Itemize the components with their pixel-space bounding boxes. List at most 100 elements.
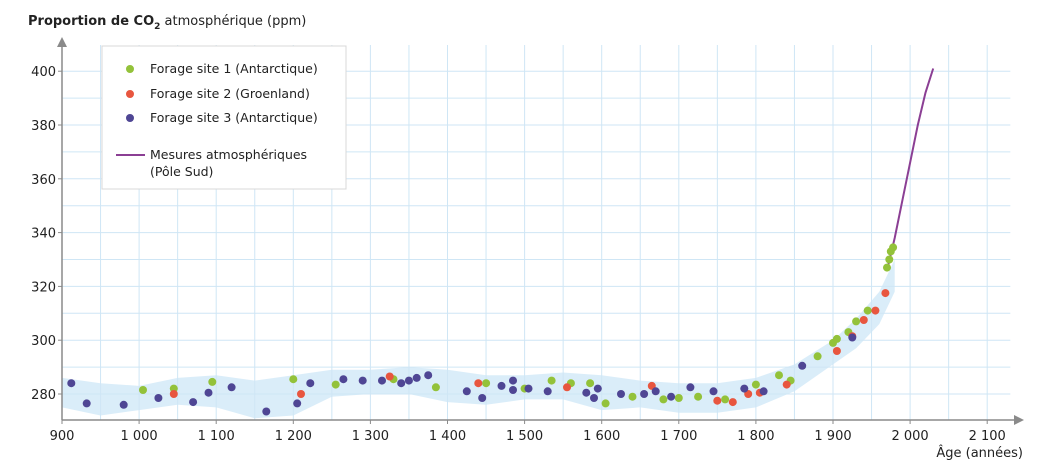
point-site3 <box>582 388 591 397</box>
point-site2 <box>871 306 880 315</box>
axes <box>57 37 1024 425</box>
point-site3 <box>358 376 367 385</box>
point-site1 <box>674 394 683 402</box>
point-site1 <box>694 392 703 401</box>
point-site1 <box>863 306 872 315</box>
x-tick-label: 1 400 <box>429 429 466 444</box>
legend-label-line-1: Mesures atmosphériques <box>150 147 307 162</box>
point-site3 <box>740 384 749 393</box>
point-site3 <box>497 381 506 390</box>
y-tick-label: 360 <box>31 173 56 188</box>
data-points <box>67 243 898 416</box>
tick-labels: 900 1 000 1 100 1 200 1 300 1 400 1 500 1 600 1 … <box>31 65 1006 444</box>
point-site3 <box>154 394 163 402</box>
x-tick-label: 1 500 <box>506 429 543 444</box>
uncertainty-band-shape <box>62 259 895 419</box>
point-site3 <box>509 386 517 394</box>
legend: Forage site 1 (Antarctique) Forage site … <box>101 45 347 190</box>
legend-label-site2: Forage site 2 (Groenland) <box>150 86 310 101</box>
point-site3 <box>412 373 421 382</box>
point-site2 <box>881 289 890 298</box>
legend-marker-site1 <box>126 65 134 73</box>
point-site1 <box>547 376 556 385</box>
point-site3 <box>397 379 406 388</box>
point-site1 <box>139 386 147 394</box>
point-site2 <box>832 347 841 355</box>
point-site3 <box>189 398 198 407</box>
y-tick-label: 400 <box>31 65 56 80</box>
x-axis-arrow <box>1014 415 1024 425</box>
x-tick-label: 1 100 <box>198 429 235 444</box>
point-site3 <box>378 376 386 385</box>
y-axis-arrow <box>57 37 67 47</box>
point-site3 <box>590 394 598 402</box>
point-site3 <box>709 387 718 396</box>
point-site1 <box>482 379 491 388</box>
uncertainty-band <box>62 259 895 419</box>
point-site2 <box>474 379 483 388</box>
x-tick-label: 1 700 <box>660 429 697 444</box>
point-site1 <box>601 399 610 408</box>
point-site1 <box>775 371 783 380</box>
point-site3 <box>617 390 625 398</box>
atmospheric-measurement-line <box>886 68 935 271</box>
point-site3 <box>67 379 76 388</box>
point-site1 <box>721 395 730 404</box>
point-site3 <box>404 376 413 385</box>
point-site2 <box>728 398 737 407</box>
point-site3 <box>759 387 768 396</box>
point-site2 <box>859 316 868 324</box>
point-site3 <box>543 387 552 396</box>
y-tick-label: 280 <box>31 388 56 403</box>
y-tick-label: 340 <box>31 227 56 242</box>
x-tick-label: 1 300 <box>352 429 389 444</box>
point-site3 <box>524 384 533 393</box>
point-site3 <box>227 383 236 392</box>
point-site1 <box>289 375 298 384</box>
point-site1 <box>751 380 760 389</box>
y-tick-label: 320 <box>31 280 56 295</box>
point-site1 <box>659 395 668 404</box>
point-site1 <box>832 334 841 343</box>
x-tick-label: 1 600 <box>583 429 620 444</box>
legend-label-site1: Forage site 1 (Antarctique) <box>150 61 318 76</box>
grid <box>61 45 1011 420</box>
legend-box <box>101 45 347 190</box>
point-site1 <box>813 352 822 361</box>
point-site3 <box>651 387 660 396</box>
y-tick-label: 380 <box>31 119 56 134</box>
legend-label-site3: Forage site 3 (Antarctique) <box>150 110 318 125</box>
point-site3 <box>306 379 315 388</box>
atmospheric-line <box>886 68 935 271</box>
point-site2 <box>385 372 394 381</box>
y-axis-title: Proportion de CO2 atmosphérique (ppm) <box>28 14 306 32</box>
x-tick-label: 2 100 <box>969 429 1006 444</box>
point-site2 <box>713 396 722 405</box>
point-site3 <box>262 407 271 416</box>
point-site2 <box>297 390 305 398</box>
legend-marker-site2 <box>126 90 134 98</box>
point-site3 <box>462 387 471 396</box>
point-site3 <box>82 399 91 408</box>
point-site1 <box>889 243 898 252</box>
point-site2 <box>563 383 571 392</box>
point-site1 <box>628 392 637 401</box>
point-site3 <box>686 383 695 392</box>
x-tick-label: 2 000 <box>891 429 928 444</box>
y-tick-label: 300 <box>31 334 56 349</box>
point-site3 <box>509 376 517 385</box>
legend-label-line-2: (Pôle Sud) <box>150 164 213 179</box>
point-site1 <box>586 379 595 388</box>
point-site3 <box>339 375 348 384</box>
x-tick-label: 1 000 <box>120 429 157 444</box>
point-site2 <box>782 380 791 389</box>
point-site1 <box>208 377 217 386</box>
point-site3 <box>293 399 302 408</box>
point-site1 <box>331 380 340 389</box>
point-site1 <box>883 263 891 272</box>
x-tick-label: 1 800 <box>737 429 774 444</box>
point-site3 <box>593 384 602 393</box>
x-tick-label: 1 200 <box>275 429 312 444</box>
point-site3 <box>119 400 128 409</box>
